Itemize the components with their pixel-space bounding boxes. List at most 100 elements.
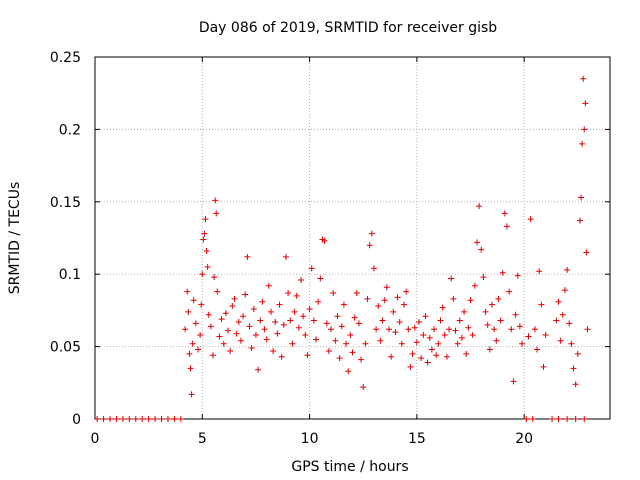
data-point [237,337,244,344]
data-point [278,353,285,360]
data-point [334,313,341,320]
data-point [212,197,219,204]
data-point [574,350,581,357]
data-point [358,356,365,363]
data-point [379,317,386,324]
data-point [158,416,165,422]
data-point [570,365,577,372]
data-point [506,288,513,295]
data-point [383,284,390,291]
data-point [559,311,566,318]
data-point [473,239,480,246]
data-point [197,332,204,339]
data-point [512,311,519,318]
data-point [508,326,515,333]
data-point [300,313,307,320]
data-point [501,210,508,217]
data-point [580,75,587,82]
data-point [100,416,107,422]
data-point [467,297,474,304]
data-point [185,308,192,315]
data-point [581,416,588,422]
data-point [306,305,313,312]
data-point [536,268,543,275]
data-point [454,340,461,347]
data-point [240,313,247,320]
chart-title: Day 086 of 2019, SRMTID for receiver gis… [199,20,497,36]
data-point [201,230,208,237]
data-point [285,290,292,297]
data-point [458,334,465,341]
data-point [164,416,171,422]
data-point [566,320,573,327]
data-point [263,336,270,343]
data-point [392,329,399,336]
data-point [398,340,405,347]
data-point [486,346,493,353]
data-point [426,334,433,341]
data-point [510,378,517,385]
data-point [225,327,232,334]
data-point [345,368,352,375]
data-point [553,317,560,324]
data-point [416,318,423,325]
data-point [248,345,255,352]
data-point [216,333,223,340]
data-point [366,242,373,249]
data-point [203,248,210,255]
data-point [235,318,242,325]
data-points [94,75,591,422]
data-point [214,288,221,295]
data-point [370,265,377,272]
data-point [267,308,274,315]
data-point [476,203,483,210]
data-point [564,416,571,422]
data-point [189,340,196,347]
data-point [555,298,562,305]
data-point [274,330,281,337]
data-point [313,336,320,343]
data-point [368,230,375,237]
data-point [211,274,218,281]
data-point [572,381,579,388]
data-point [280,321,287,328]
data-point [446,326,453,333]
data-point [405,326,412,333]
data-point [145,416,152,422]
data-point [403,288,410,295]
data-point [304,352,311,359]
data-point [443,353,450,360]
data-point [396,318,403,325]
data-point [152,416,159,422]
data-point [323,320,330,327]
data-point [576,217,583,224]
data-point [139,416,146,422]
data-point [499,269,506,276]
data-point [364,295,371,302]
x-tick-label: 15 [408,431,426,447]
y-tick-label: 0.2 [59,122,81,138]
data-point [255,366,262,373]
x-tick-label: 5 [198,431,207,447]
data-point [538,301,545,308]
data-point [540,363,547,370]
data-point [308,265,315,272]
data-point [252,332,259,339]
data-point [583,249,590,256]
data-point [381,297,388,304]
data-point [302,332,309,339]
data-point [441,332,448,339]
data-point [298,276,304,283]
data-point [504,223,510,230]
data-point [349,349,356,356]
data-point [478,246,485,253]
data-point [542,332,549,339]
data-point [561,287,568,294]
data-point [564,266,571,273]
data-point [431,326,438,333]
data-point [132,416,139,422]
data-point [525,333,532,340]
y-axis-label: SRMTID / TECUs [7,182,23,295]
data-point [282,253,289,260]
